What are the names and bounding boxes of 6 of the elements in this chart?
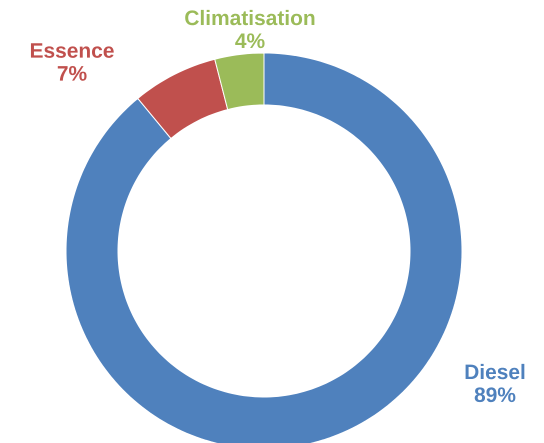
slice-label: Diesel — [466, 364, 524, 380]
data-label: 4% — [235, 33, 265, 48]
data-label: 89% — [474, 387, 516, 402]
slice-label: Climatisation — [185, 10, 314, 26]
data-label: 7% — [58, 66, 87, 81]
slice-label: Essence — [30, 43, 114, 58]
